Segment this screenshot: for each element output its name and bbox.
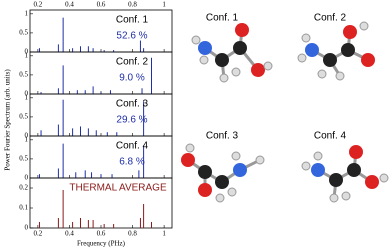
- x-axis-label: Frequency (PHz): [77, 240, 126, 248]
- y-tick-label: 0: [25, 90, 29, 98]
- structure-label: Conf. 3: [206, 131, 239, 142]
- annotation: 9.0 %: [119, 73, 145, 84]
- y-tick-label: 0: [25, 174, 29, 182]
- plot-frame: [29, 9, 173, 53]
- structure-label: Conf. 2: [314, 13, 347, 24]
- x-tick-label: 0.2: [34, 230, 43, 238]
- y-tick-label: 1: [25, 135, 29, 143]
- x-tick-label: 0.4: [65, 1, 74, 9]
- annotation: 52.6 %: [116, 31, 147, 42]
- x-tick-label: 0.8: [128, 1, 137, 9]
- x-tick-label: 1: [162, 230, 166, 238]
- molecule: [191, 23, 273, 83]
- molecule: [181, 143, 265, 203]
- annotation: 29.6 %: [116, 115, 147, 126]
- plot-frame: [29, 135, 173, 179]
- annotation: Conf. 1: [116, 15, 149, 26]
- x-tick-label: 0.8: [128, 230, 137, 238]
- y-tick-label: 0: [25, 48, 29, 56]
- y-tick-label: 0: [25, 224, 29, 232]
- y-axis-label: Power Fourier Spectrum (arb. units): [4, 69, 12, 171]
- structure-label: Conf. 1: [206, 13, 239, 24]
- annotation: THERMAL AVERAGE: [69, 183, 167, 194]
- plot-frame: [29, 93, 173, 137]
- y-tick-label: 1: [25, 93, 29, 101]
- x-tick-label: 1: [162, 1, 166, 9]
- y-tick-label: 1: [25, 9, 29, 17]
- y-tick-label: 0.5: [19, 71, 28, 79]
- molecule: [301, 145, 389, 203]
- annotation: Conf. 2: [116, 57, 149, 68]
- plot-frame: [29, 51, 173, 95]
- x-tick-label: 0.2: [34, 1, 43, 9]
- annotation: 6.8 %: [119, 157, 145, 168]
- x-tick-label: 0.6: [97, 1, 106, 9]
- annotation: Conf. 4: [116, 141, 149, 152]
- y-tick-label: 0.5: [19, 29, 28, 37]
- y-tick-label: 0.5: [19, 113, 28, 121]
- structure-label: Conf. 4: [314, 131, 347, 142]
- y-tick-label: 0.2: [19, 184, 28, 192]
- annotation: Conf. 3: [116, 99, 149, 110]
- x-tick-label: 0.6: [97, 230, 106, 238]
- molecule: [297, 21, 375, 81]
- y-tick-label: 0.1: [19, 204, 28, 212]
- y-tick-label: 1: [25, 51, 29, 59]
- x-tick-label: 0.4: [65, 230, 74, 238]
- y-tick-label: 0.5: [19, 155, 28, 163]
- y-tick-label: 0: [25, 132, 29, 140]
